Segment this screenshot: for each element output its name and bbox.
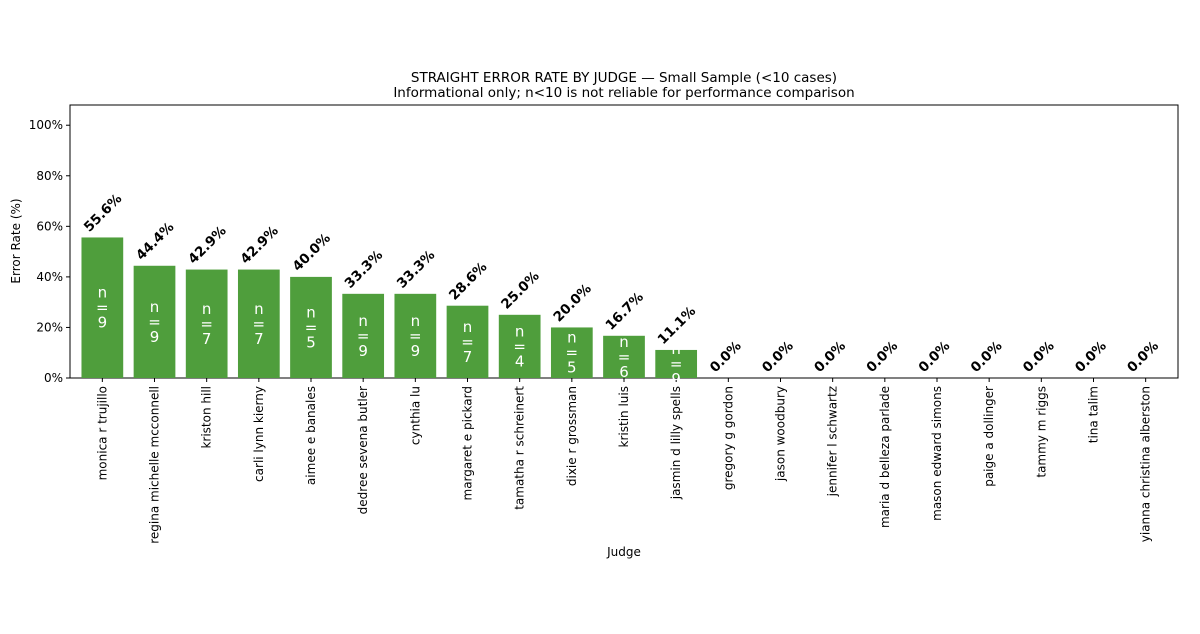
x-tick-label: gregory g gordon [721,386,735,490]
value-label: 0.0% [1124,338,1162,376]
plot-area: 0% 20% 40% 60% 80% 100% monica r trujillo 55.6%… [29,104,1179,544]
n-label: n = 6 [618,333,631,381]
n-label: n = 9 [96,284,109,332]
bar [550,327,593,378]
bar [237,269,280,378]
x-tick-label: jennifer l schwartz [826,386,840,497]
y-tick-label: 80% [36,169,63,183]
n-label: n = 7 [200,300,213,348]
bar [498,314,541,378]
x-tick-label: carli lynn kierny [252,386,266,482]
n-label: n = 9 [148,298,161,346]
value-label: 28.6% [446,259,491,304]
y-axis-label: Error Rate (%) [9,198,23,283]
y-tick-label: 60% [36,219,63,233]
value-label: 42.9% [185,223,230,268]
bar [446,305,489,378]
y-tick-label: 100% [29,118,63,132]
n-label: n = 5 [305,303,318,351]
n-label: n = 7 [253,300,266,348]
n-label: n = 9 [670,340,683,388]
n-label: n = 7 [461,318,474,366]
value-label: 33.3% [394,247,439,292]
y-tick-label: 0% [44,371,63,385]
chart-subtitle: Informational only; n<10 is not reliable… [393,85,854,101]
x-tick-label: paige a dollinger [982,386,996,487]
chart-title: STRAIGHT ERROR RATE BY JUDGE — Small Sam… [411,70,837,86]
bar [394,293,437,378]
n-label: n = 5 [566,329,579,377]
bar [603,335,645,378]
bar [81,237,124,378]
x-tick-label: kriston hill [200,386,214,449]
value-label: 0.0% [1072,338,1110,376]
bar [185,269,228,378]
x-tick-label: jason woodbury [773,386,787,482]
bar [342,293,385,378]
value-label: 25.0% [498,268,543,313]
value-label: 20.0% [550,281,595,326]
x-tick-label: aimee e banales [304,386,318,485]
value-label: 0.0% [916,338,954,376]
value-label: 44.4% [133,219,178,264]
x-tick-label: tammy m riggs [1034,386,1048,478]
bar [290,276,332,378]
y-tick-label: 20% [36,320,63,334]
x-tick-label: dedree sevena butler [356,386,370,514]
x-tick-label: maria d belleza parlade [878,386,892,528]
value-label: 0.0% [1020,338,1058,376]
value-label: 0.0% [707,338,745,376]
x-tick-label: yianna christina alberston [1139,386,1153,542]
x-tick-label: kristin luis [617,386,631,447]
x-tick-label: margaret e pickard [461,386,475,501]
value-label: 0.0% [968,338,1006,376]
x-tick-label: tamatha r schreinert [513,386,527,510]
x-tick-label: jasmin d lilly spells [669,386,683,500]
x-tick-label: mason edward simons [930,386,944,521]
bar [133,265,176,378]
y-tick-label: 40% [36,270,63,284]
value-label: 0.0% [759,338,797,376]
value-label: 33.3% [342,247,387,292]
value-label: 55.6% [81,191,126,236]
n-label: n = 9 [357,312,370,360]
value-label: 0.0% [811,338,849,376]
n-label: n = 9 [409,312,422,360]
x-tick-label: tina talim [1086,386,1100,443]
x-tick-label: monica r trujillo [95,386,109,480]
n-label: n = 4 [513,322,526,370]
value-label: 42.9% [237,223,282,268]
x-tick-label: regina michelle mcconnell [148,386,162,544]
x-axis-label: Judge [606,545,641,559]
value-label: 40.0% [290,230,335,275]
x-tick-label: dixie r grossman [565,386,579,486]
x-tick-label: cynthia lu [408,386,422,445]
value-label: 16.7% [603,289,648,334]
value-label: 0.0% [863,338,901,376]
bar [655,349,698,378]
